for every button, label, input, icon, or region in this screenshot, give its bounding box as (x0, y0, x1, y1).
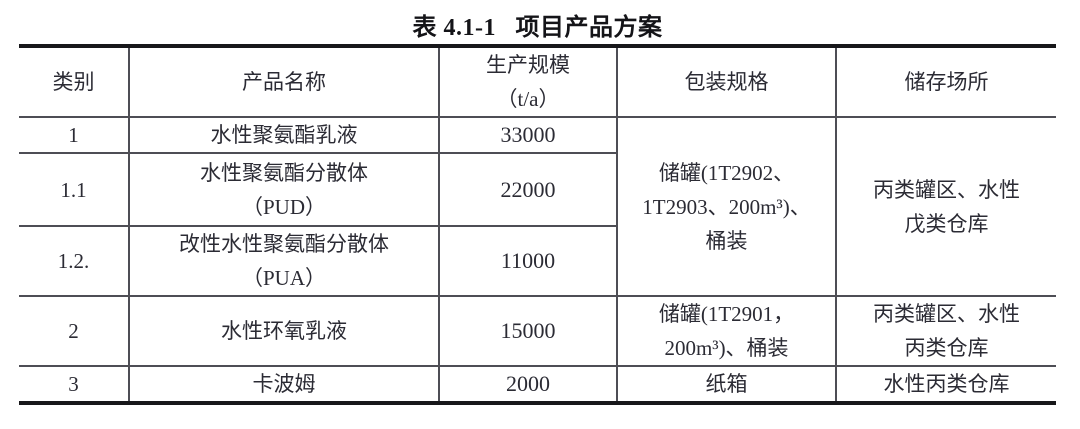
category-cell: 1.1 (19, 152, 130, 227)
table-title: 表 4.1-1 项目产品方案 (412, 15, 663, 41)
product-name-cell: 卡波姆 (128, 365, 440, 404)
header-packaging: 包装规格 (616, 45, 837, 118)
header-production-scale: 生产规模 （t/a） (438, 45, 618, 118)
table-row: 1.1 水性聚氨酯分散体 （PUD） 22000 (19, 152, 1056, 227)
category-cell: 2 (19, 295, 130, 367)
product-name-cell: 改性水性聚氨酯分散体 （PUA） (128, 225, 440, 297)
scale-cell: 22000 (438, 152, 617, 227)
scale-cell: 11000 (438, 225, 617, 297)
table-row: 1.2. 改性水性聚氨酯分散体 （PUA） 11000 (19, 225, 1056, 297)
packaging-cell: 储罐(1T2901， 200m³)、桶装 (616, 295, 837, 367)
product-name-cell: 水性环氧乳液 (128, 295, 440, 367)
table-container: 类别 产品名称 生产规模 （t/a） 包装规格 储存场所 1 水性聚氨酯乳液 3… (19, 44, 1056, 405)
table-header-row: 类别 产品名称 生产规模 （t/a） 包装规格 储存场所 (19, 45, 1056, 118)
scale-cell: 2000 (438, 365, 618, 404)
packaging-cell-merged: 储罐(1T2902、 1T2903、200m³)、 桶装 (616, 116, 837, 297)
table-row: 2 水性环氧乳液 15000 储罐(1T2901， 200m³)、桶装 丙类罐区… (19, 295, 1056, 367)
storage-cell-merged: 丙类罐区、水性 戊类仓库 (835, 116, 1056, 297)
header-category: 类别 (19, 45, 130, 118)
category-cell: 1.2. (19, 225, 130, 297)
scale-cell: 33000 (438, 116, 618, 154)
header-product-name: 产品名称 (128, 45, 440, 118)
product-name-cell: 水性聚氨酯分散体 （PUD） (128, 152, 440, 227)
product-name-cell: 水性聚氨酯乳液 (128, 116, 440, 154)
table-row: 1 水性聚氨酯乳液 33000 储罐(1T2902、 1T2903、200m³)… (19, 116, 1056, 297)
storage-cell: 丙类罐区、水性 丙类仓库 (835, 295, 1056, 367)
table-row: 3 卡波姆 2000 纸箱 水性丙类仓库 (19, 365, 1056, 404)
storage-cell: 水性丙类仓库 (835, 365, 1056, 404)
packaging-cell: 纸箱 (616, 365, 837, 404)
category-cell: 1 (19, 116, 130, 154)
scale-cell: 15000 (438, 295, 618, 367)
header-storage: 储存场所 (835, 45, 1056, 118)
category-cell: 3 (19, 365, 130, 404)
product-plan-table: 类别 产品名称 生产规模 （t/a） 包装规格 储存场所 1 水性聚氨酯乳液 3… (19, 44, 1056, 405)
